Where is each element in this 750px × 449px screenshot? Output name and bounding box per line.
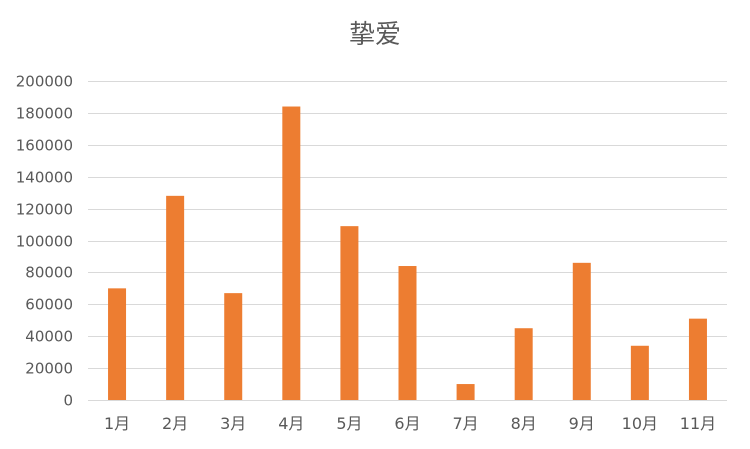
y-tick-label: 120000: [16, 201, 73, 219]
y-tick-label: 20000: [25, 360, 73, 378]
bar: [282, 106, 301, 401]
y-tick-label: 200000: [16, 73, 73, 91]
bar: [166, 195, 185, 400]
bar: [108, 288, 127, 400]
x-tick-label: 11月: [680, 414, 716, 433]
y-tick-label: 0: [63, 392, 73, 410]
y-tick-label: 80000: [25, 264, 73, 282]
y-tick-label: 100000: [16, 233, 73, 251]
y-tick-label: 60000: [25, 296, 73, 314]
x-tick-label: 3月: [220, 414, 246, 433]
x-tick-label: 8月: [511, 414, 537, 433]
x-tick-label: 1月: [104, 414, 130, 433]
bar: [514, 328, 533, 400]
y-tick-label: 180000: [16, 105, 73, 123]
x-tick-label: 6月: [394, 414, 420, 433]
x-tick-label: 4月: [278, 414, 304, 433]
y-tick-label: 140000: [16, 169, 73, 187]
bar: [398, 266, 417, 400]
bar: [688, 318, 707, 400]
y-tick-label: 160000: [16, 137, 73, 155]
x-tick-label: 9月: [569, 414, 595, 433]
y-tick-label: 40000: [25, 328, 73, 346]
x-tick-label: 5月: [336, 414, 362, 433]
bar: [224, 293, 243, 400]
chart-title: 挚爱: [348, 20, 401, 50]
bar: [340, 226, 359, 400]
x-tick-label: 7月: [452, 414, 478, 433]
x-tick-label: 10月: [622, 414, 658, 433]
bar: [572, 262, 591, 400]
x-tick-label: 2月: [162, 414, 188, 433]
bar: [456, 384, 475, 400]
bar: [630, 345, 649, 400]
